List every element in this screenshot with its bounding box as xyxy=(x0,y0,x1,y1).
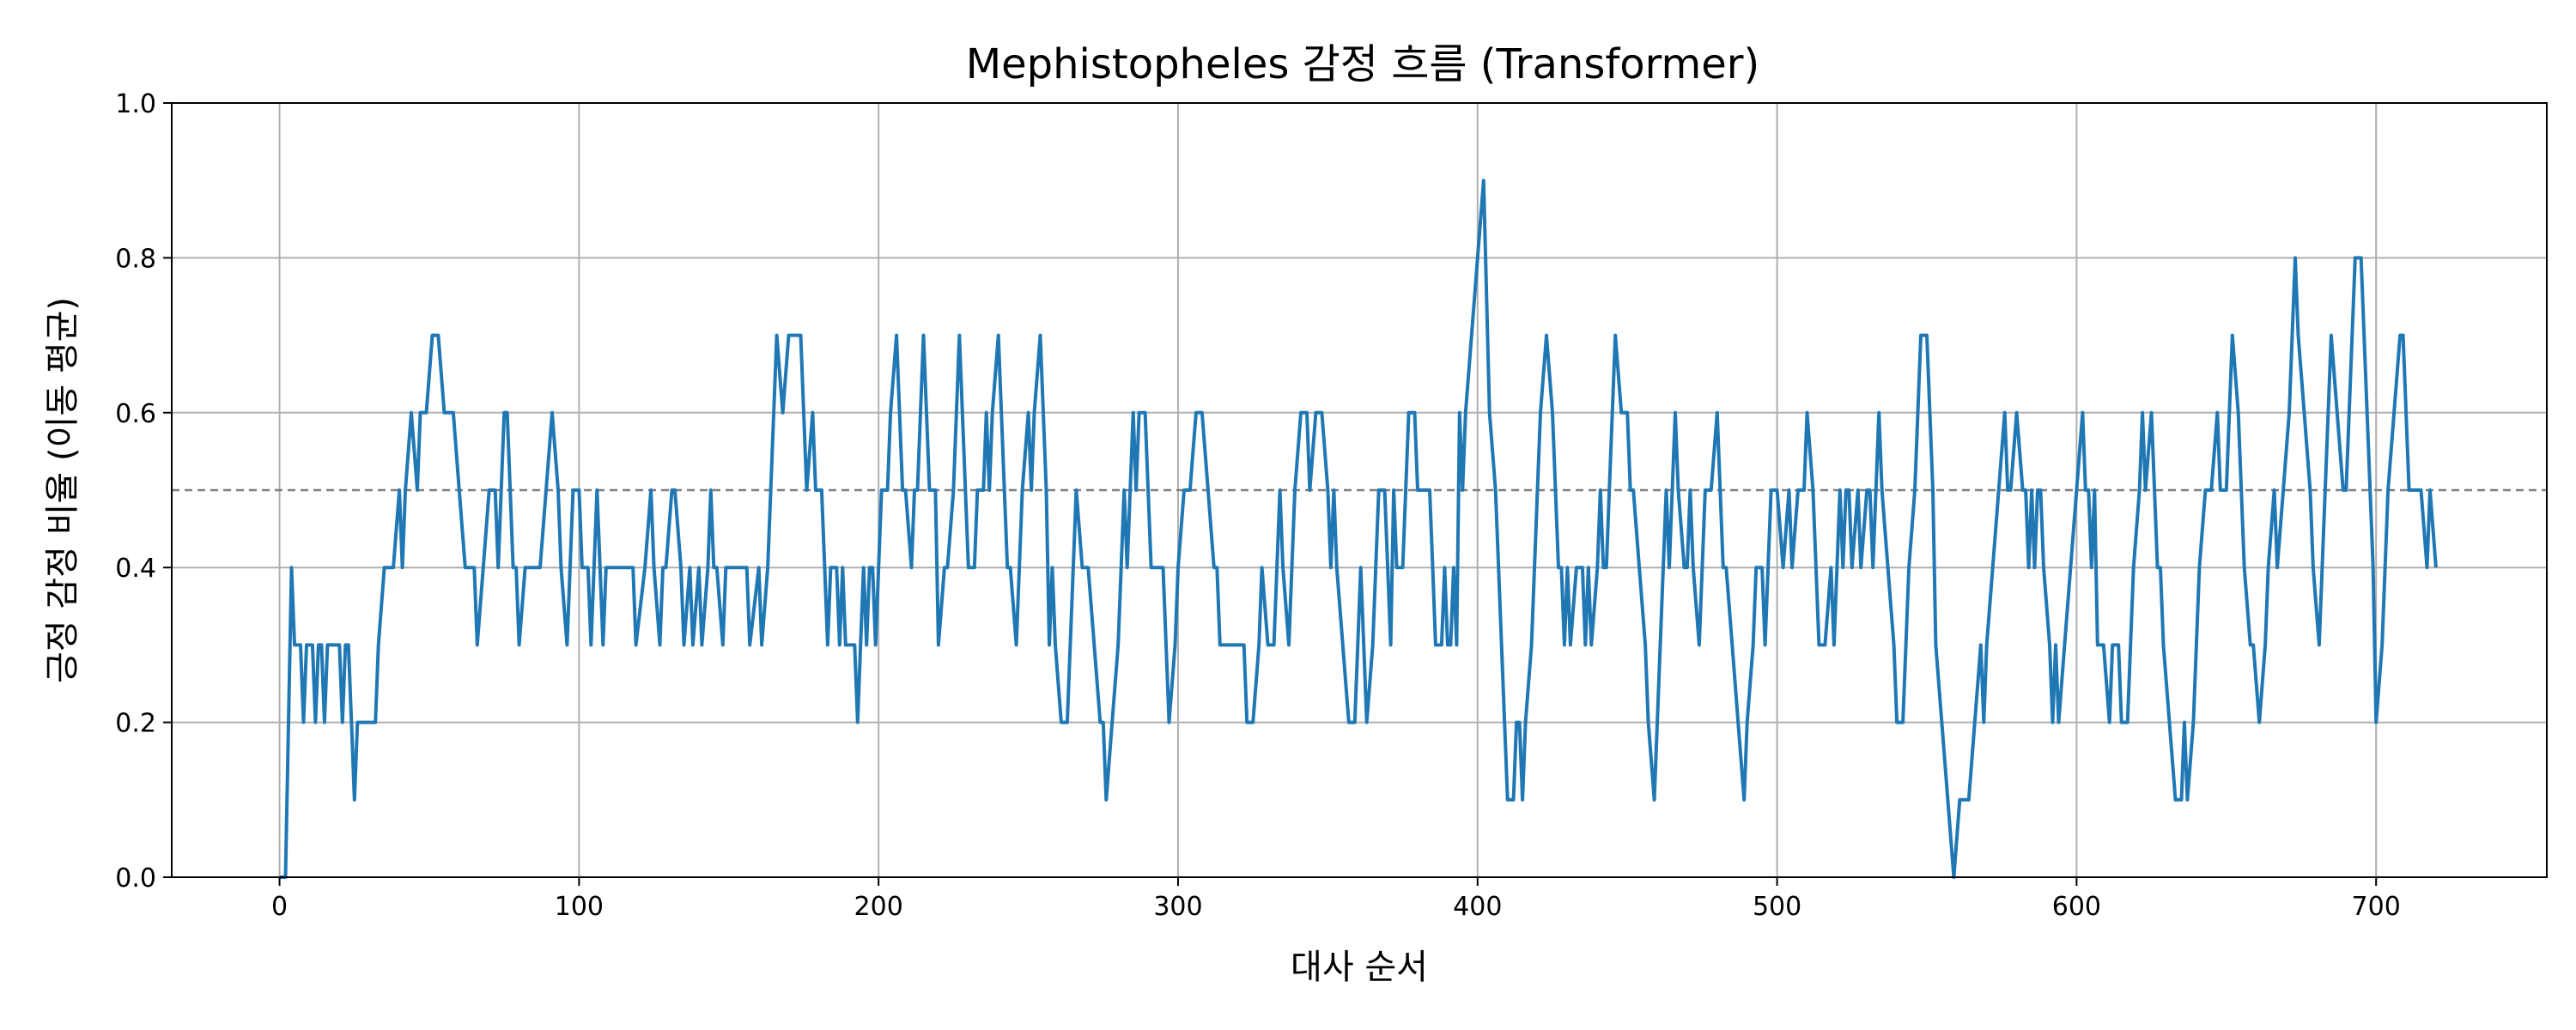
x-tick-label: 700 xyxy=(2352,892,2401,922)
series-line xyxy=(279,179,2438,879)
x-tick-label: 600 xyxy=(2052,892,2101,922)
y-tick-label: 0.0 xyxy=(115,863,156,894)
x-tick-label: 200 xyxy=(854,892,903,922)
x-tick-label: 400 xyxy=(1453,892,1502,922)
x-tick-label: 0 xyxy=(271,892,288,922)
y-tick-label: 0.2 xyxy=(115,709,156,739)
y-tick-label: 0.6 xyxy=(115,399,156,429)
x-axis-title: 대사 순서 xyxy=(1291,948,1428,987)
y-tick-label: 0.4 xyxy=(115,554,156,584)
y-axis: 0.0 0.2 0.4 0.6 0.8 1.0 xyxy=(115,89,172,894)
y-tick-label: 1.0 xyxy=(115,89,156,119)
y-axis-title: 긍정 감정 비율 (이동 평균) xyxy=(43,297,82,683)
chart-title: Mephistopheles 감정 흐름 (Transformer) xyxy=(966,40,1760,88)
series-group xyxy=(279,179,2438,879)
x-axis: 0 100 200 300 400 500 600 700 xyxy=(271,877,2401,922)
x-tick-label: 300 xyxy=(1153,892,1202,922)
y-tick-label: 0.8 xyxy=(115,244,156,274)
x-tick-label: 500 xyxy=(1753,892,1801,922)
plot-frame xyxy=(171,102,2548,878)
x-tick-label: 100 xyxy=(555,892,604,922)
